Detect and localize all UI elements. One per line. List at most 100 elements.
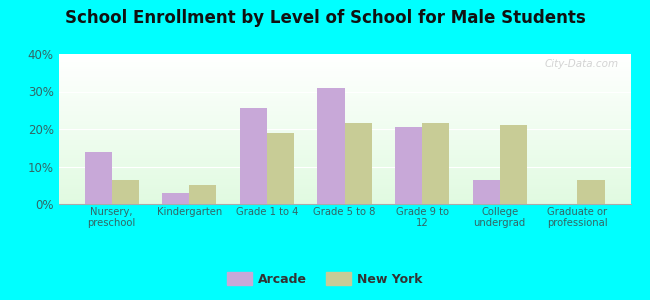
Bar (58, 202, 630, 203)
Text: City-Data.com: City-Data.com (545, 58, 619, 68)
Bar (58, 140, 630, 141)
Bar (58, 165, 630, 166)
Bar (58, 101, 630, 102)
Bar (58, 110, 630, 111)
Bar (58, 202, 630, 203)
Bar (58, 153, 630, 154)
Bar (58, 136, 630, 137)
Bar (58, 100, 630, 101)
Bar (58, 70, 630, 71)
Bar (58, 175, 630, 176)
Bar (58, 58, 630, 59)
Bar (58, 123, 630, 124)
Bar (58, 129, 630, 130)
Bar (189, 185, 216, 204)
Bar (58, 159, 630, 160)
Bar (58, 146, 630, 147)
Bar (58, 74, 630, 75)
Bar (58, 119, 630, 120)
Bar (58, 71, 630, 72)
Bar (58, 177, 630, 178)
Bar (58, 105, 630, 106)
Bar (58, 84, 630, 85)
Bar (58, 76, 630, 77)
Bar (58, 68, 630, 69)
Bar (58, 178, 630, 179)
Bar (58, 94, 630, 95)
Bar (58, 69, 630, 70)
Bar (58, 163, 630, 164)
Bar (58, 132, 630, 133)
Bar (58, 82, 630, 83)
Bar (58, 198, 630, 199)
Bar (58, 158, 630, 159)
Bar (58, 118, 630, 119)
Bar (58, 106, 630, 107)
Bar (58, 88, 630, 89)
Bar (344, 123, 372, 204)
Bar (58, 56, 630, 57)
Bar (58, 197, 630, 198)
Bar (58, 170, 630, 171)
Bar (58, 99, 630, 100)
Bar (58, 124, 630, 125)
Bar (58, 193, 630, 194)
Bar (58, 203, 630, 204)
Bar (58, 138, 630, 139)
Bar (58, 66, 630, 67)
Bar (84, 152, 112, 204)
Bar (58, 130, 630, 131)
Bar (58, 164, 630, 165)
Bar (58, 96, 630, 97)
Bar (58, 182, 630, 183)
Bar (58, 152, 630, 153)
Bar (58, 61, 630, 62)
Bar (267, 133, 294, 204)
Bar (58, 61, 630, 62)
Bar (58, 143, 630, 144)
Bar (395, 127, 422, 204)
Bar (58, 160, 630, 161)
Bar (58, 171, 630, 172)
Bar (422, 123, 449, 204)
Bar (58, 188, 630, 189)
Bar (58, 120, 630, 121)
Bar (58, 194, 630, 195)
Bar (58, 95, 630, 96)
Bar (58, 166, 630, 167)
Bar (58, 184, 630, 185)
Bar (58, 147, 630, 148)
Bar (58, 60, 630, 61)
Bar (58, 78, 630, 79)
Bar (58, 125, 630, 126)
Text: School Enrollment by Level of School for Male Students: School Enrollment by Level of School for… (64, 9, 586, 27)
Bar (58, 63, 630, 64)
Bar (58, 160, 630, 161)
Bar (58, 79, 630, 80)
Bar (58, 156, 630, 157)
Bar (58, 154, 630, 155)
Bar (58, 57, 630, 58)
Bar (58, 180, 630, 181)
Bar (58, 91, 630, 92)
Bar (58, 92, 630, 93)
Bar (58, 72, 630, 73)
Bar (58, 128, 630, 129)
Bar (58, 111, 630, 112)
Bar (58, 200, 630, 201)
Bar (240, 108, 267, 204)
Bar (58, 62, 630, 63)
Bar (58, 126, 630, 127)
Bar (58, 55, 630, 56)
Bar (58, 131, 630, 132)
Bar (58, 137, 630, 138)
Bar (58, 201, 630, 202)
Bar (58, 80, 630, 81)
Bar (317, 88, 344, 204)
Bar (58, 162, 630, 163)
Bar (58, 167, 630, 168)
Bar (58, 169, 630, 170)
Bar (58, 127, 630, 128)
Bar (58, 109, 630, 110)
Bar (58, 67, 630, 68)
